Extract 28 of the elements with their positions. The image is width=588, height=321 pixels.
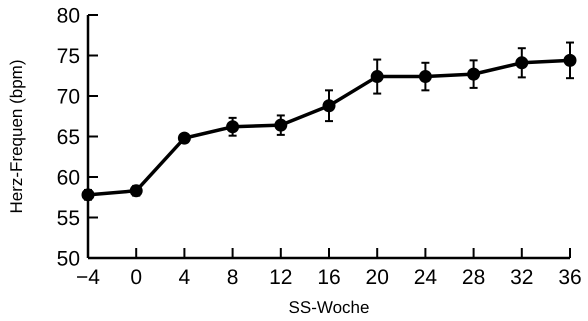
point: [274, 118, 288, 132]
x-tick-label: 36: [558, 266, 582, 289]
point: [226, 120, 240, 134]
point: [515, 56, 528, 70]
y-tick-label: 75: [56, 44, 80, 68]
point: [178, 132, 191, 145]
y-tick-label: 80: [56, 4, 80, 28]
y-tick-label: 70: [56, 85, 80, 108]
x-tick-label: 16: [317, 266, 341, 289]
x-tick-label: 28: [462, 266, 486, 289]
point: [322, 99, 336, 112]
y-tick-label: 60: [56, 166, 80, 190]
y-tick-label: 55: [56, 206, 80, 230]
x-axis-title: SS-Woche: [288, 298, 370, 317]
x-tick-label: 12: [269, 266, 292, 289]
x-tick-label: 0: [130, 266, 142, 289]
point: [564, 54, 576, 67]
point: [370, 70, 384, 84]
point: [418, 70, 432, 84]
x-tick-label: 32: [510, 266, 534, 289]
point: [82, 188, 94, 202]
x-tick-label: 24: [414, 266, 438, 289]
x-tick-label: 20: [366, 266, 389, 289]
x-tick-label: 4: [178, 266, 191, 289]
y-axis-title: Herz-Frequen (bpm): [7, 60, 26, 214]
x-tick-label: 8: [226, 266, 238, 289]
y-tick-label: 65: [56, 126, 80, 149]
point: [467, 68, 480, 81]
